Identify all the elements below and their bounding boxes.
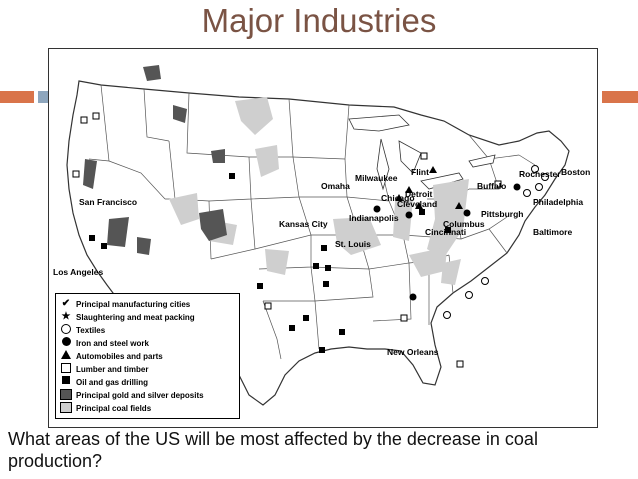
- legend-label: Textiles: [76, 325, 106, 335]
- automobile-markers: [395, 166, 463, 209]
- legend-item: Principal coal fields: [60, 402, 151, 414]
- open-square-icon: [60, 363, 72, 375]
- star-icon: ★: [61, 311, 71, 322]
- city-label: Indianapolis: [349, 213, 399, 223]
- legend-label: Principal gold and silver deposits: [76, 390, 204, 400]
- legend-label: Slaughtering and meat packing: [76, 312, 195, 322]
- city-label: Buffalo: [477, 181, 506, 191]
- city-label: Detroit: [405, 189, 433, 199]
- city-label: Cincinnati: [425, 227, 466, 237]
- legend-label: Automobiles and parts: [76, 351, 163, 361]
- city-label: San Francisco: [79, 197, 137, 207]
- city-label: Cleveland: [397, 199, 437, 209]
- legend-item: Iron and steel work: [60, 337, 149, 349]
- city-label: Los Angeles: [53, 267, 103, 277]
- city-label: Philadelphia: [533, 197, 583, 207]
- lumber-markers: [72, 112, 502, 368]
- light-swatch-icon: [60, 402, 72, 414]
- decorative-bar-right: [602, 91, 638, 103]
- legend-item: Oil and gas drilling: [60, 376, 148, 388]
- legend-label: Principal manufacturing cities: [76, 299, 191, 309]
- dark-swatch-icon: [60, 389, 72, 401]
- city-label: Flint: [411, 167, 429, 177]
- question-text: What areas of the US will be most affect…: [8, 429, 538, 471]
- filled-circle-icon: [60, 337, 72, 349]
- city-labels: San Francisco Los Angeles Omaha Kansas C…: [53, 167, 590, 357]
- city-label: Milwaukee: [355, 173, 398, 183]
- coal-fields: [169, 97, 469, 285]
- legend-item: Principal gold and silver deposits: [60, 389, 204, 401]
- city-label: Omaha: [321, 181, 350, 191]
- gold-silver-deposits: [83, 65, 227, 255]
- city-label: Rochester: [519, 169, 561, 179]
- city-label: St. Louis: [335, 239, 371, 249]
- page-title: Major Industries: [201, 2, 437, 39]
- city-label: Pittsburgh: [481, 209, 524, 219]
- city-label: Baltimore: [533, 227, 572, 237]
- legend-item: ★ Slaughtering and meat packing: [60, 311, 195, 323]
- iron-steel-markers: [373, 183, 521, 301]
- legend-label: Iron and steel work: [76, 338, 149, 348]
- filled-square-icon: [60, 376, 72, 388]
- textile-markers: [443, 165, 549, 319]
- legend-item: Textiles: [60, 324, 105, 336]
- map-legend: ✔ Principal manufacturing cities ★ Slaug…: [55, 293, 240, 419]
- checkmark-icon: ✔: [61, 298, 71, 309]
- legend-item: Automobiles and parts: [60, 350, 163, 362]
- legend-label: Oil and gas drilling: [76, 377, 149, 387]
- decorative-bar-left-small: [38, 91, 48, 103]
- legend-item: Lumber and timber: [60, 363, 148, 375]
- open-circle-icon: [60, 324, 72, 336]
- us-map-drawing: San Francisco Los Angeles Omaha Kansas C…: [53, 65, 590, 406]
- legend-item: ✔ Principal manufacturing cities: [60, 298, 190, 310]
- decorative-bar-left: [0, 91, 34, 103]
- legend-label: Principal coal fields: [76, 403, 152, 413]
- great-lakes: [348, 114, 496, 191]
- legend-label: Lumber and timber: [76, 364, 149, 374]
- industries-map: San Francisco Los Angeles Omaha Kansas C…: [48, 48, 598, 428]
- city-label: Chicago: [381, 193, 415, 203]
- city-label: Kansas City: [279, 219, 328, 229]
- city-label: Boston: [561, 167, 590, 177]
- city-label: Columbus: [443, 219, 485, 229]
- triangle-icon: [60, 350, 72, 362]
- city-label: New Orleans: [387, 347, 439, 357]
- oil-gas-markers: [89, 173, 451, 353]
